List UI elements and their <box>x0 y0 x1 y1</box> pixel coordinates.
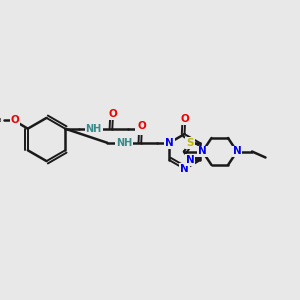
Text: N: N <box>198 146 207 157</box>
Text: N: N <box>136 124 145 134</box>
Text: O: O <box>181 114 190 124</box>
Text: O: O <box>137 121 146 131</box>
Text: NH: NH <box>85 124 102 134</box>
Text: N: N <box>232 146 242 157</box>
Text: O: O <box>11 115 20 125</box>
Text: N: N <box>165 138 174 148</box>
Text: CH₃: CH₃ <box>0 115 2 124</box>
Text: N: N <box>180 164 189 174</box>
Text: N: N <box>186 155 194 165</box>
Text: S: S <box>186 138 194 148</box>
Text: NH: NH <box>116 138 132 148</box>
Text: O: O <box>109 109 117 119</box>
